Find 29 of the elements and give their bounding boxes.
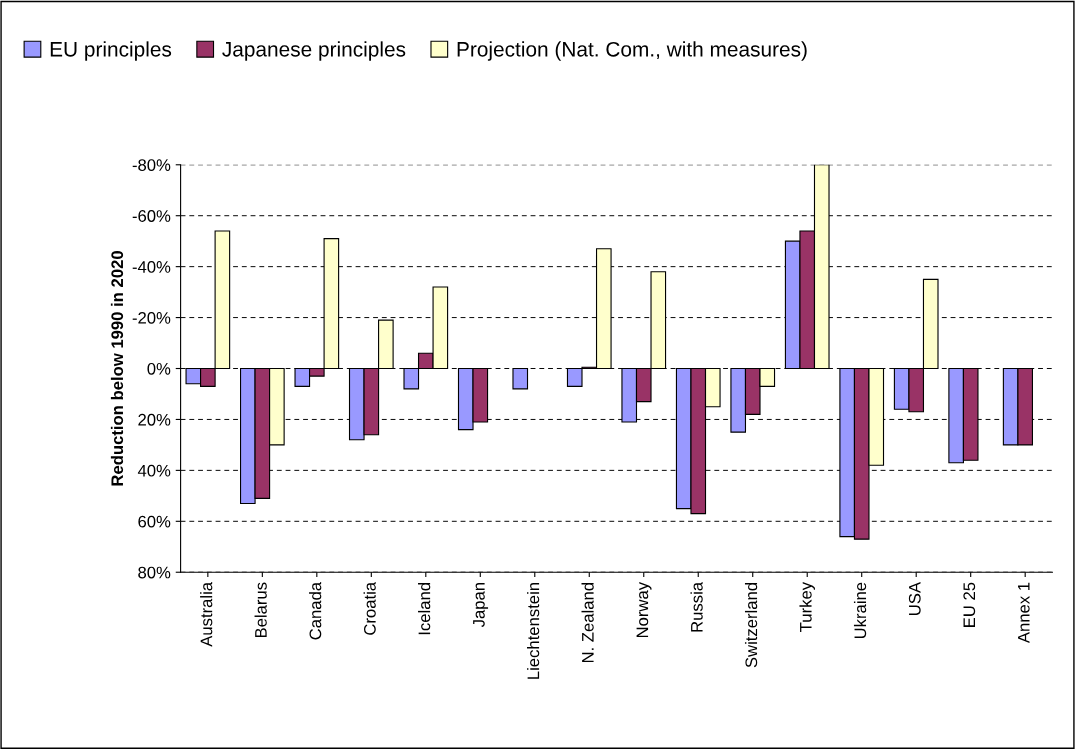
y-tick-label: -60% <box>132 210 171 222</box>
y-tick-label: 20% <box>138 413 171 426</box>
x-tick-label: Turkey <box>799 581 815 632</box>
x-tick-label: N. Zealand <box>581 583 594 663</box>
x-tick-label: Japan <box>473 583 489 628</box>
y-tick-label: -80% <box>132 159 171 171</box>
x-tick-label: Russia <box>690 581 703 632</box>
x-tick-label: Croatia <box>363 581 376 635</box>
x-tick-label: USA <box>908 581 921 615</box>
x-tick-label: Norway <box>636 581 652 638</box>
y-axis-title: Reduction below 1990 in 2020 <box>110 251 124 486</box>
y-tick-label: 80% <box>138 566 171 579</box>
y-tick-label: 60% <box>138 515 171 528</box>
legend-label: EU principles <box>50 41 172 61</box>
x-tick-label: Annex 1 <box>1018 582 1030 644</box>
y-tick-label: 0% <box>147 362 171 375</box>
x-tick-label: Iceland <box>418 583 431 635</box>
x-tick-label: Canada <box>309 581 322 640</box>
x-tick-label: Switzerland <box>744 583 758 668</box>
x-tick-label: Ukraine <box>853 582 867 639</box>
y-tick-label: -20% <box>132 311 171 324</box>
x-tick-label: Liechtenstein <box>527 583 540 679</box>
x-tick-label: EU 25 <box>963 582 976 627</box>
x-tick-label: Belarus <box>254 582 267 638</box>
y-tick-label: -40% <box>132 261 171 273</box>
y-tick-label: 40% <box>137 464 171 477</box>
legend-label: Japanese principles <box>222 41 406 61</box>
x-tick-label: Australia <box>200 581 213 647</box>
legend-label: Projection (Nat. Com., with measures) <box>457 41 807 61</box>
